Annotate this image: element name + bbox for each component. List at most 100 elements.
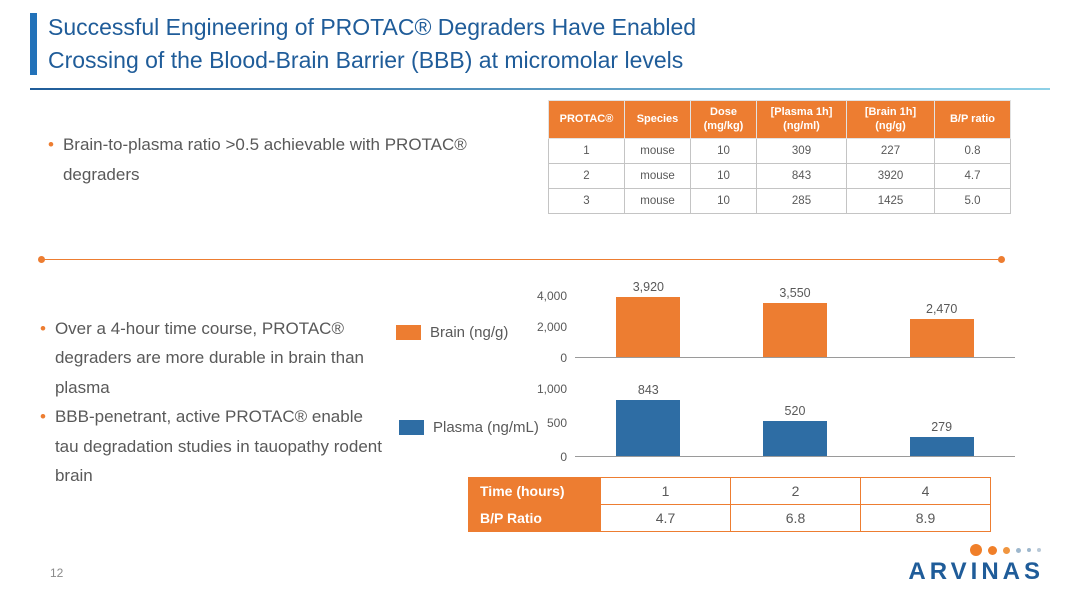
legend-swatch-plasma	[399, 420, 424, 435]
bar-value-label: 3,550	[779, 285, 811, 300]
plot-area: 3,920 3,550 2,470	[575, 280, 1015, 358]
y-tick-label: 0	[560, 450, 567, 464]
cell: 3	[548, 187, 625, 214]
bar-group: 2,470	[909, 296, 974, 357]
cell: 10	[690, 162, 757, 189]
section-divider	[38, 256, 1005, 263]
bar	[762, 302, 827, 357]
legend-label: Plasma (ng/mL)	[433, 419, 539, 436]
title-line-1: Successful Engineering of PROTAC® Degrad…	[48, 14, 697, 40]
cell: 10	[690, 137, 757, 164]
bar-value-label: 843	[637, 382, 659, 397]
bar-value-label: 520	[784, 404, 806, 419]
divider-dot-right	[998, 256, 1005, 263]
cell: 4.7	[600, 504, 731, 532]
bar	[762, 421, 827, 456]
bar	[909, 437, 974, 456]
y-axis: 1,000 500 0	[523, 382, 575, 464]
bullet-item: • Brain-to-plasma ratio >0.5 achievable …	[48, 130, 488, 190]
bullet-text: Over a 4-hour time course, PROTAC® degra…	[54, 319, 364, 397]
pk-header-species: Species	[624, 100, 691, 139]
pk-header-bp-ratio: B/P ratio	[934, 100, 1011, 139]
pk-header-brain: [Brain 1h] (ng/g)	[846, 100, 935, 139]
table-row: 3 mouse 10 285 1425 5.0	[548, 187, 1011, 214]
bullet-text: BBB-penetrant, active PROTAC® enable tau…	[54, 407, 382, 486]
bar	[616, 297, 681, 357]
table-row: Time (hours) 1 2 4	[468, 477, 991, 505]
pk-header-dose: Dose (mg/kg)	[690, 100, 757, 139]
cell: 227	[846, 137, 935, 164]
table-row: 2 mouse 10 843 3920 4.7	[548, 162, 1011, 189]
title-line-2: Crossing of the Blood-Brain Barrier (BBB…	[48, 46, 684, 73]
bp-ratio-table: Time (hours) 1 2 4 B/P Ratio 4.7 6.8 8.9	[468, 477, 991, 532]
arvinas-logo: ARVINAS	[908, 544, 1044, 586]
page-number: 12	[50, 566, 64, 580]
cell: 1425	[846, 187, 935, 214]
bar-value-label: 2,470	[926, 302, 958, 317]
logo-dot	[988, 545, 997, 555]
bullet-item: • BBB-penetrant, active PROTAC® enable t…	[40, 402, 388, 490]
y-tick-label: 0	[560, 351, 567, 365]
y-tick-label: 1,000	[536, 382, 567, 396]
cell: 3920	[846, 162, 935, 189]
y-tick-label: 2,000	[536, 320, 567, 334]
legend-label: Brain (ng/g)	[430, 324, 509, 341]
legend-brain: Brain (ng/g)	[396, 324, 508, 341]
bar-group: 3,920	[616, 280, 681, 357]
pk-header-protac: PROTAC®	[548, 100, 625, 139]
plasma-bar-chart: 1,000 500 0 843 520 279	[523, 382, 1015, 464]
divider-line	[43, 259, 1000, 260]
cell: 4	[860, 477, 991, 505]
cell: 285	[756, 187, 847, 214]
cell: mouse	[624, 137, 691, 164]
cell: 5.0	[934, 187, 1011, 214]
bullet-dot: •	[40, 319, 46, 338]
divider-dot-left	[38, 256, 45, 263]
bar-group: 843	[616, 383, 681, 456]
bullet-list-top: • Brain-to-plasma ratio >0.5 achievable …	[48, 130, 488, 190]
brain-bar-chart: 4,000 2,000 0 3,920 3,550 2,470	[523, 280, 1015, 365]
logo-dot	[1037, 548, 1041, 552]
bar-group: 279	[909, 389, 974, 456]
cell: 309	[756, 137, 847, 164]
pk-table-header-row: PROTAC® Species Dose (mg/kg) [Plasma 1h]…	[548, 100, 1011, 139]
y-tick-label: 4,000	[536, 289, 567, 303]
logo-text: ARVINAS	[908, 558, 1044, 585]
bar	[909, 319, 974, 357]
logo-dot	[970, 544, 982, 556]
plot-area: 843 520 279	[575, 383, 1015, 457]
bar-value-label: 279	[931, 420, 953, 435]
bullet-dot: •	[40, 407, 46, 427]
cell: mouse	[624, 187, 691, 214]
y-tick-label: 500	[546, 416, 567, 430]
logo-dot	[1027, 548, 1031, 552]
title-accent-bar	[30, 13, 37, 75]
bullet-list-bottom: • Over a 4-hour time course, PROTAC® deg…	[40, 314, 388, 490]
y-axis: 4,000 2,000 0	[523, 289, 575, 365]
cell: 0.8	[934, 137, 1011, 164]
cell: 1	[548, 137, 625, 164]
logo-dot	[1003, 546, 1010, 554]
page-title: Successful Engineering of PROTAC® Degrad…	[48, 11, 696, 77]
table-row: B/P Ratio 4.7 6.8 8.9	[468, 504, 991, 532]
bullet-dot: •	[48, 135, 54, 154]
logo-dot	[1016, 547, 1021, 553]
bar-group: 520	[762, 389, 827, 456]
legend-swatch-brain	[396, 325, 421, 340]
cell: 2	[548, 162, 625, 189]
cell: 4.7	[934, 162, 1011, 189]
pk-header-plasma: [Plasma 1h] (ng/ml)	[756, 100, 847, 139]
bp-row-header-ratio: B/P Ratio	[468, 504, 601, 532]
cell: 6.8	[730, 504, 861, 532]
table-row: 1 mouse 10 309 227 0.8	[548, 137, 1011, 164]
bp-row-header-time: Time (hours)	[468, 477, 601, 505]
bar-group: 3,550	[762, 286, 827, 357]
pk-parameters-table: PROTAC® Species Dose (mg/kg) [Plasma 1h]…	[548, 100, 1011, 214]
logo-dots-icon	[970, 544, 1041, 556]
title-divider-rule	[30, 88, 1050, 90]
cell: 843	[756, 162, 847, 189]
cell: mouse	[624, 162, 691, 189]
cell: 8.9	[860, 504, 991, 532]
bullet-item: • Over a 4-hour time course, PROTAC® deg…	[40, 314, 388, 402]
